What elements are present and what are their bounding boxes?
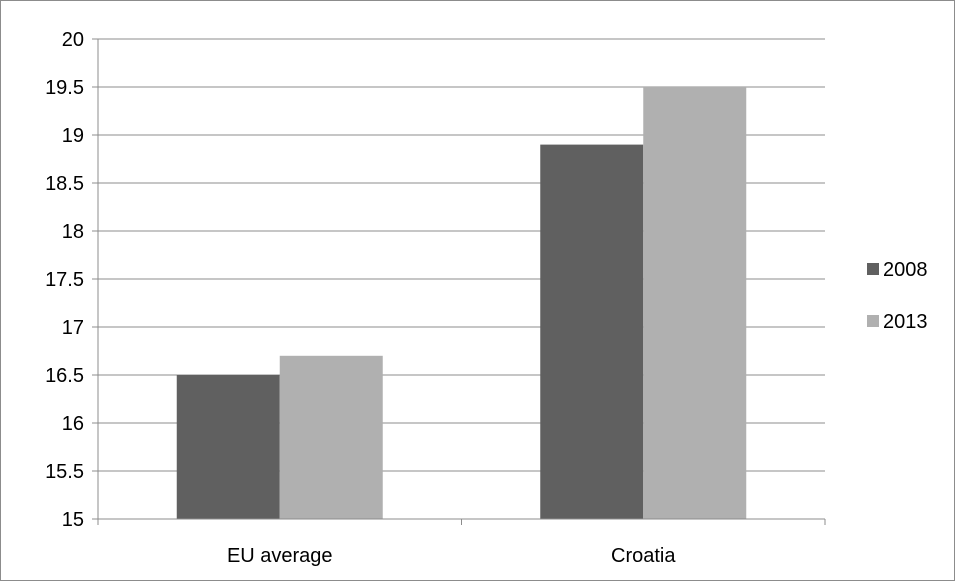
y-tick-label: 18 xyxy=(62,221,84,243)
y-tick-label: 20 xyxy=(62,29,84,51)
legend-swatch xyxy=(867,315,879,327)
x-tick-label: EU average xyxy=(227,545,333,567)
legend: 2008 2013 xyxy=(867,259,928,333)
y-tick-label: 19 xyxy=(62,125,84,147)
y-tick-label: 16 xyxy=(62,413,84,435)
bar-2008-0 xyxy=(176,375,280,519)
y-tick-label: 15.5 xyxy=(45,461,84,483)
y-tick-label: 16.5 xyxy=(45,365,84,387)
axes xyxy=(92,38,826,525)
x-tick-labels: EU average Croatia xyxy=(227,545,676,567)
bar-2013-0 xyxy=(279,355,383,519)
bar-2013-1 xyxy=(643,87,747,519)
legend-label: 2008 xyxy=(883,259,928,281)
y-tick-labels: 15 15.5 16 16.5 17 17.5 18 18.5 19 19.5 20 xyxy=(45,29,84,531)
bars xyxy=(176,87,747,519)
x-tick-label: Croatia xyxy=(611,545,676,567)
y-tick-label: 19.5 xyxy=(45,77,84,99)
y-tick-label: 17 xyxy=(62,317,84,339)
y-tick-label: 18.5 xyxy=(45,173,84,195)
y-tick-label: 15 xyxy=(62,509,84,531)
legend-label: 2013 xyxy=(883,311,928,333)
y-tick-label: 17.5 xyxy=(45,269,84,291)
legend-swatch xyxy=(867,263,879,275)
bar-2008-1 xyxy=(540,144,644,519)
